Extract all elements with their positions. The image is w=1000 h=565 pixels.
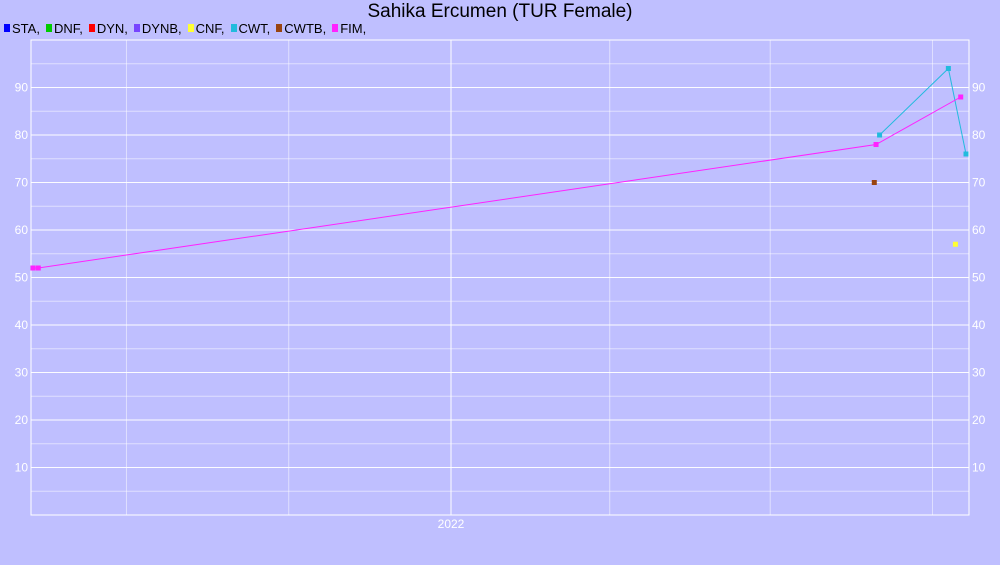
y-tick-label-right: 50 <box>972 271 986 285</box>
legend-item: DNF, <box>45 20 83 36</box>
y-tick-label-left: 70 <box>15 176 29 190</box>
grid <box>31 40 969 515</box>
legend-swatch <box>332 24 339 32</box>
y-tick-label-left: 90 <box>15 81 29 95</box>
data-point-cwt <box>945 66 951 71</box>
legend-item: CWTB, <box>276 21 326 36</box>
y-tick-label-left: 20 <box>15 413 29 427</box>
legend-swatch <box>88 24 95 32</box>
legend: STA, DNF, DYN, DYNB, CNF, CWT, CWTB, FIM, <box>4 20 372 36</box>
plot-border <box>30 39 970 516</box>
legend-label: CNF, <box>195 20 225 36</box>
legend-label: CWT, <box>238 20 271 36</box>
legend-item: DYNB, <box>133 20 182 36</box>
legend-swatch <box>4 24 10 32</box>
y-tick-label-right: 40 <box>972 318 986 332</box>
data-point-fim <box>958 94 964 100</box>
y-tick-label-right: 10 <box>972 461 986 475</box>
tick-labels: 10 10 20 20 30 30 40 40 50 50 60 60 70 70 80 80 90 90 2022 <box>15 81 986 532</box>
y-tick-label-right: 70 <box>972 176 986 190</box>
data-point-fim <box>873 142 879 147</box>
legend-label: DYNB, <box>141 20 182 36</box>
y-tick-label-left: 80 <box>15 128 29 142</box>
axes <box>30 39 970 516</box>
legend-item: CNF, <box>187 20 225 36</box>
legend-label: DYN, <box>96 20 128 36</box>
y-tick-label-right: 30 <box>972 366 986 380</box>
y-tick-label-right: 20 <box>972 413 986 427</box>
legend-swatch <box>276 24 283 32</box>
data-point-cnf <box>952 241 958 247</box>
y-tick-label-right: 60 <box>972 223 986 237</box>
legend-label: DNF, <box>53 20 83 36</box>
data-point-fim <box>35 265 41 271</box>
y-tick-label-left: 40 <box>15 318 29 332</box>
legend-item: FIM, <box>332 21 366 36</box>
series-layer <box>30 66 969 271</box>
legend-item: STA, <box>4 21 40 36</box>
chart-title: Sahika Ercumen (TUR Female) <box>367 1 633 22</box>
legend-label: CWTB, <box>284 20 327 36</box>
y-tick-label-left: 30 <box>15 366 29 380</box>
data-point-fim <box>30 265 36 271</box>
y-tick-label-left: 50 <box>15 271 29 285</box>
x-tick-label: 2022 <box>438 517 465 531</box>
legend-swatch <box>45 24 52 32</box>
legend-swatch <box>187 24 194 32</box>
y-tick-label-right: 80 <box>972 128 986 142</box>
data-point-cwtb <box>871 180 877 185</box>
legend-label: STA, <box>12 20 40 36</box>
y-tick-label-left: 60 <box>15 223 29 237</box>
legend-item: CWT, <box>230 20 271 36</box>
data-point-cwt <box>963 151 969 157</box>
y-tick-label-right: 90 <box>972 81 986 95</box>
legend-item: DYN, <box>88 20 128 36</box>
series-line-fim <box>33 96 961 269</box>
y-tick-label-left: 10 <box>15 461 29 475</box>
legend-swatch <box>230 24 237 32</box>
legend-swatch <box>133 24 140 32</box>
legend-label: FIM, <box>340 20 367 36</box>
data-point-cwt <box>877 132 883 138</box>
